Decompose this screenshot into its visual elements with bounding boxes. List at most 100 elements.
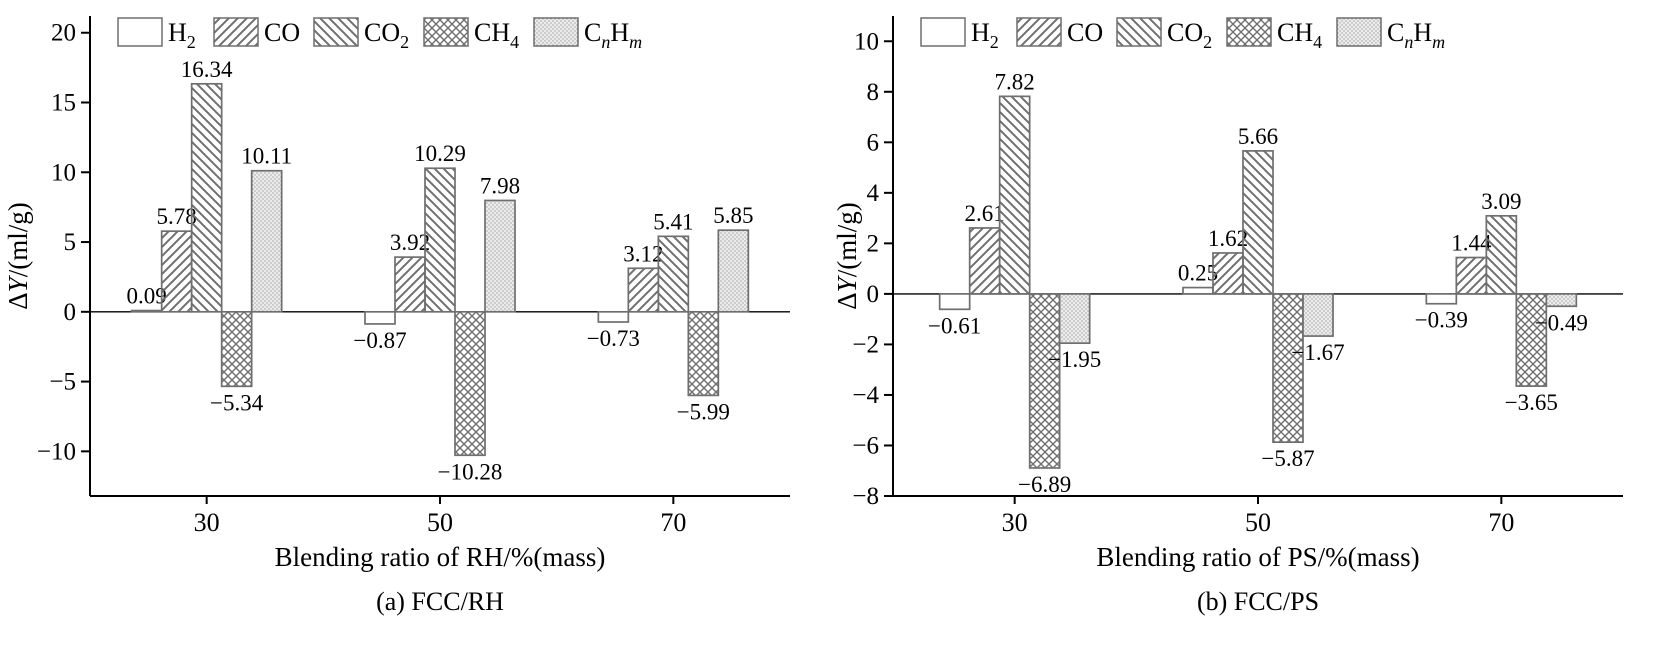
y-tick-label: 0 xyxy=(867,281,880,308)
legend-swatch-CO xyxy=(213,17,259,47)
bar-value-label: 7.82 xyxy=(995,69,1035,94)
text-segment: CH xyxy=(474,18,510,47)
y-tick-label: 15 xyxy=(51,90,76,117)
bar-CO2 xyxy=(998,95,1031,295)
bar-value-label: −1.67 xyxy=(1291,340,1344,365)
x-tick-label: 50 xyxy=(427,508,453,537)
bar-CO2 xyxy=(1485,214,1518,295)
text-segment: m xyxy=(1432,32,1445,52)
bar-value-label: −1.95 xyxy=(1048,347,1101,372)
bar-value-label: 5.66 xyxy=(1238,124,1278,149)
x-tick-label: 50 xyxy=(1245,508,1271,537)
bar-value-label: −5.34 xyxy=(210,390,264,415)
text-segment: 2 xyxy=(400,32,409,52)
bar-value-label: 5.78 xyxy=(157,204,197,229)
bar-value-label: 10.29 xyxy=(414,141,466,166)
legend-swatch-CH4 xyxy=(1226,17,1272,47)
legend-swatch-CnHm xyxy=(533,17,579,47)
bar-H2 xyxy=(938,293,971,311)
bar-value-label: 3.09 xyxy=(1481,189,1521,214)
y-tick-label: −8 xyxy=(852,483,879,510)
bar-CO xyxy=(1212,252,1244,295)
caption-a: (a) FCC/RH xyxy=(376,587,504,616)
bar-value-label: −6.89 xyxy=(1018,472,1071,497)
bar-value-label: −3.65 xyxy=(1505,390,1558,415)
chart-a: −10 −5 0 5 10 15 20 30 0.09 5.78 16.34 −5.34 10.11 50… xyxy=(3,16,790,537)
bar-value-label: 2.61 xyxy=(965,201,1005,226)
bar-H2 xyxy=(1425,293,1458,305)
bar-CO xyxy=(627,267,660,313)
bar-CH4 xyxy=(1272,293,1304,444)
legend-label-CO2: CO2 xyxy=(1167,18,1212,52)
text-segment: 4 xyxy=(510,32,519,52)
legend-label-CnHm: CnHm xyxy=(584,18,642,52)
text-segment: H xyxy=(971,18,990,47)
bar-CH4 xyxy=(454,310,486,457)
bar-value-label: −0.73 xyxy=(587,326,640,351)
bar-CO2 xyxy=(1242,150,1274,295)
text-segment: n xyxy=(601,32,610,52)
bar-value-label: 3.92 xyxy=(390,230,430,255)
bar-CO2 xyxy=(424,167,456,313)
bar-CnHm xyxy=(250,169,283,313)
bar-value-label: −10.28 xyxy=(438,459,503,484)
y-tick-label: 0 xyxy=(64,299,77,326)
bar-value-label: 0.09 xyxy=(127,284,167,309)
y-tick-label: 5 xyxy=(64,229,77,256)
bar-value-label: 10.11 xyxy=(241,144,292,169)
text-segment: 2 xyxy=(187,32,196,52)
legend-swatch-CnHm xyxy=(1336,17,1382,47)
bar-value-label: 0.25 xyxy=(1178,261,1218,286)
bar-CH4 xyxy=(687,310,720,397)
chart-panel-b: −8 −6 −4 −2 0 2 4 6 8 10 30 −0.61 2.61 7.82 −6.89 −1.95… xyxy=(829,4,1658,617)
y-tick-label: −10 xyxy=(37,438,76,465)
bar-value-label: 1.62 xyxy=(1208,226,1248,251)
x-tick-label: 70 xyxy=(1488,508,1514,537)
y-tick-label: 4 xyxy=(867,180,880,207)
bar-CO xyxy=(968,227,1001,295)
text-segment: Y xyxy=(3,274,33,292)
bar-CH4 xyxy=(220,310,253,388)
chart-b: −8 −6 −4 −2 0 2 4 6 8 10 30 −0.61 2.61 7.82 −6.89 −1.95… xyxy=(832,16,1623,537)
bar-CO2 xyxy=(657,235,690,313)
bar-CnHm xyxy=(1545,293,1578,308)
y-tick-label: 20 xyxy=(51,20,76,47)
bar-value-label: −0.61 xyxy=(928,313,981,338)
legend-label-CH4: CH4 xyxy=(1277,18,1322,52)
y-tick-label: 2 xyxy=(867,230,880,257)
bar-value-label: −0.39 xyxy=(1415,308,1468,333)
legend-swatch-CH4 xyxy=(423,17,469,47)
y-tick-label: −4 xyxy=(852,382,879,409)
bar-value-label: −5.87 xyxy=(1261,446,1314,471)
text-segment: H xyxy=(1413,18,1432,47)
y-tick-label: −6 xyxy=(852,432,879,459)
text-segment: CH xyxy=(1277,18,1313,47)
text-segment: n xyxy=(1404,32,1413,52)
bar-CO xyxy=(160,230,193,313)
x-tick-label: 70 xyxy=(660,508,686,537)
bar-value-label: −5.99 xyxy=(677,399,730,424)
y-axis-title: ΔY/(ml/g) xyxy=(3,202,33,309)
bar-CH4 xyxy=(1028,293,1061,469)
bar-CnHm xyxy=(484,199,516,313)
legend-label-CnHm: CnHm xyxy=(1387,18,1445,52)
bar-value-label: 5.85 xyxy=(713,203,753,228)
chart-panel-a: −10 −5 0 5 10 15 20 30 0.09 5.78 16.34 −5.34 10.11 50… xyxy=(0,4,829,617)
bar-H2 xyxy=(597,310,630,323)
y-axis-title: ΔY/(ml/g) xyxy=(832,202,862,309)
text-segment: CO xyxy=(264,18,300,47)
y-tick-label: −5 xyxy=(49,369,76,396)
x-axis-title-a: Blending ratio of RH/%(mass) xyxy=(274,542,606,572)
legend-swatch-H2 xyxy=(920,17,966,47)
legend-label-CO2: CO2 xyxy=(364,18,409,52)
text-segment: 4 xyxy=(1313,32,1322,52)
text-segment: Δ xyxy=(832,292,862,309)
legend-swatch-CO2 xyxy=(313,17,359,47)
text-segment: Y xyxy=(832,274,862,292)
text-segment: H xyxy=(610,18,629,47)
bar-CH4 xyxy=(1515,293,1548,387)
legend-label-H2: H2 xyxy=(971,18,999,52)
bar-value-label: 7.98 xyxy=(480,173,520,198)
x-tick-label: 30 xyxy=(1002,508,1028,537)
text-segment: /(ml/g) xyxy=(3,202,33,277)
